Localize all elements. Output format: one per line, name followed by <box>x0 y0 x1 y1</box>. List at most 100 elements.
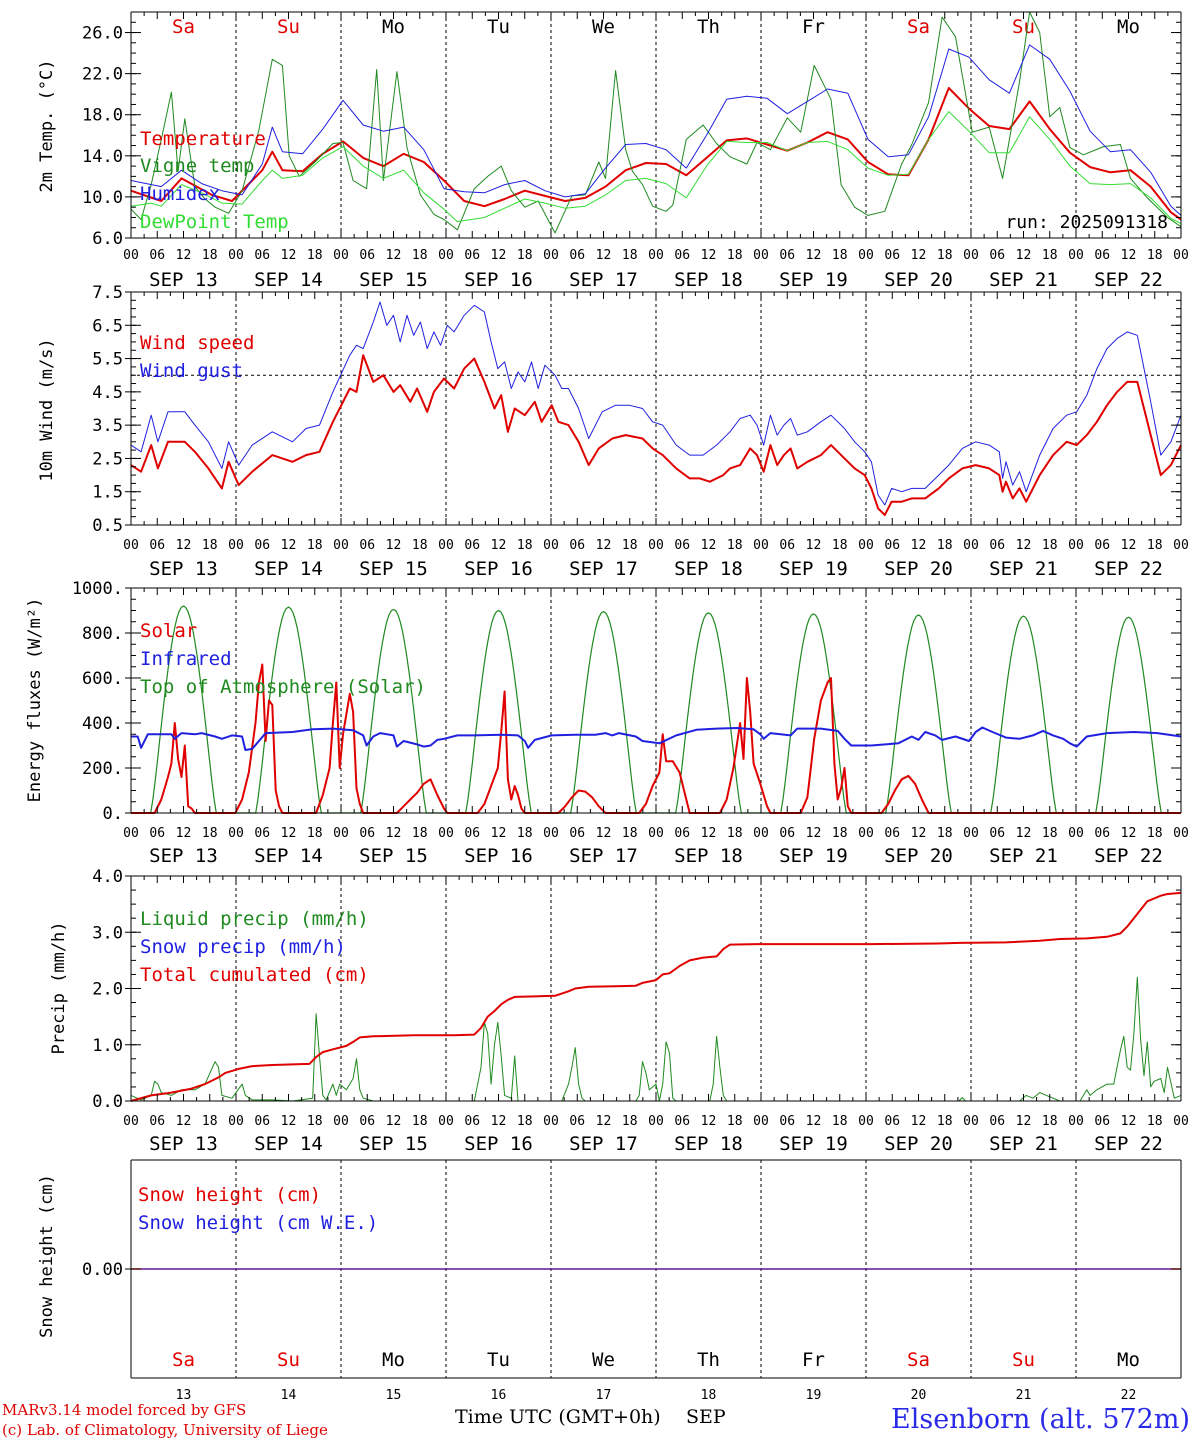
hour-tick-label: 18 <box>832 1114 848 1129</box>
hour-tick-label: 00 <box>543 538 559 553</box>
hour-tick-label: 12 <box>701 538 717 553</box>
hour-tick-label: 06 <box>884 1114 900 1129</box>
hour-tick-label: 12 <box>596 248 612 263</box>
series-wind-gust <box>130 301 1182 506</box>
weekday-label: Su <box>277 1349 300 1371</box>
hour-tick-label: 00 <box>1068 826 1084 841</box>
date-label: SEP 13 <box>149 558 218 580</box>
hour-tick-label: 00 <box>858 248 874 263</box>
hour-tick-label: 06 <box>149 248 165 263</box>
hour-tick-label: 18 <box>307 248 323 263</box>
hour-tick-label: 06 <box>569 826 585 841</box>
y-tick-label: 3.5 <box>92 416 123 436</box>
date-label: SEP 22 <box>1094 269 1163 291</box>
hour-tick-label: 18 <box>1042 826 1058 841</box>
hour-tick-label: 06 <box>884 248 900 263</box>
hour-tick-label: 12 <box>176 538 192 553</box>
legend-temperature: Temperature <box>140 128 266 150</box>
y-tick-label: 400. <box>82 714 123 734</box>
legend-liquid-precip: Liquid precip (mm/h) <box>140 908 369 930</box>
y-tick-label: 2.5 <box>92 449 123 469</box>
hour-tick-label: 00 <box>438 538 454 553</box>
legend-wind-gust: Wind gust <box>140 360 243 382</box>
day-number-label: 19 <box>806 1388 822 1403</box>
legend-snow-precip: Snow precip (mm/h) <box>140 936 346 958</box>
hour-tick-label: 18 <box>517 826 533 841</box>
hour-tick-label: 18 <box>1147 248 1163 263</box>
temperature-series <box>130 11 1182 234</box>
hour-tick-label: 12 <box>1016 1114 1032 1129</box>
date-label: SEP 21 <box>989 845 1058 867</box>
hour-tick-label: 18 <box>412 538 428 553</box>
date-label: SEP 19 <box>779 1133 848 1155</box>
hour-tick-label: 00 <box>1173 538 1189 553</box>
day-number-label: 17 <box>596 1388 612 1403</box>
hour-tick-label: 12 <box>176 826 192 841</box>
hour-tick-label: 12 <box>806 826 822 841</box>
legend-infrared: Infrared <box>140 648 232 670</box>
hour-tick-label: 18 <box>622 826 638 841</box>
y-tick-label: 26.0 <box>82 24 123 44</box>
hour-tick-label: 12 <box>1016 538 1032 553</box>
hour-tick-label: 12 <box>281 826 297 841</box>
weekday-label: Tu <box>487 16 510 38</box>
hour-tick-label: 00 <box>963 1114 979 1129</box>
hour-tick-label: 00 <box>1068 248 1084 263</box>
hour-tick-label: 00 <box>123 826 139 841</box>
hour-tick-label: 06 <box>674 1114 690 1129</box>
hour-tick-label: 18 <box>1147 826 1163 841</box>
model-credit: MARv3.14 model forced by GFS <box>2 1401 246 1419</box>
run-annotation: run: 2025091318 <box>1005 212 1168 233</box>
hour-tick-label: 06 <box>674 538 690 553</box>
hour-tick-label: 12 <box>806 248 822 263</box>
hour-tick-label: 06 <box>254 248 270 263</box>
hour-tick-label: 00 <box>438 826 454 841</box>
hour-tick-label: 00 <box>333 826 349 841</box>
energy-legend: Solar Infrared Top of Atmosphere (Solar) <box>140 620 426 698</box>
hour-tick-label: 18 <box>307 538 323 553</box>
precip-axes: 0.0 1.0 2.0 3.0 4.0 <box>92 867 1182 1112</box>
hour-tick-label: 00 <box>858 1114 874 1129</box>
hour-tick-label: 18 <box>727 1114 743 1129</box>
y-tick-label: 0.00 <box>82 1260 123 1280</box>
date-label: SEP 13 <box>149 845 218 867</box>
hour-tick-label: 12 <box>806 1114 822 1129</box>
precip-y-axis-label: Precip (mm/h) <box>49 921 69 1054</box>
y-tick-label: 0.0 <box>92 1092 123 1112</box>
hour-tick-label: 12 <box>806 538 822 553</box>
day-number-label: 16 <box>491 1388 507 1403</box>
snow-bottom-labels: Sa 13 Su 14 Mo 15 Tu 16 We 17 Th 18 Fr 19 Sa 20 Su 21 Mo 22 <box>172 1349 1140 1403</box>
y-tick-label: 6.0 <box>92 229 123 249</box>
date-label: SEP 14 <box>254 1133 323 1155</box>
date-label: SEP 20 <box>884 845 953 867</box>
y-tick-label: 0.5 <box>92 516 123 536</box>
weekday-label: Mo <box>1117 16 1140 38</box>
legend-dewpoint-temp: DewPoint Temp <box>140 211 289 233</box>
hour-tick-label: 06 <box>464 538 480 553</box>
day-separators <box>235 876 1077 1101</box>
weekday-label: Sa <box>907 16 930 38</box>
hour-tick-label: 18 <box>202 826 218 841</box>
precip-legend: Liquid precip (mm/h) Snow precip (mm/h) … <box>140 908 369 986</box>
weekday-label: Sa <box>907 1349 930 1371</box>
hour-tick-label: 18 <box>937 1114 953 1129</box>
wind-axes: 0.5 1.5 2.5 3.5 4.5 5.5 6.5 7.5 <box>92 283 1182 536</box>
hour-tick-label: 12 <box>1121 826 1137 841</box>
weekday-label: Su <box>1012 16 1035 38</box>
hour-tick-label: 00 <box>1068 1114 1084 1129</box>
hour-tick-label: 00 <box>963 538 979 553</box>
hour-tick-label: 18 <box>1042 248 1058 263</box>
legend-snow-height-we: Snow height (cm W.E.) <box>138 1212 378 1234</box>
hour-tick-label: 18 <box>1042 538 1058 553</box>
hour-tick-label: 18 <box>727 248 743 263</box>
hour-tick-label: 00 <box>753 1114 769 1129</box>
hour-tick-label: 12 <box>491 826 507 841</box>
hour-tick-label: 12 <box>596 826 612 841</box>
hour-tick-label: 00 <box>648 538 664 553</box>
series-dewpoint-temp <box>130 111 1182 225</box>
y-tick-label: 10.0 <box>82 188 123 208</box>
weekday-label: Mo <box>382 1349 405 1371</box>
hour-tick-label: 06 <box>884 538 900 553</box>
